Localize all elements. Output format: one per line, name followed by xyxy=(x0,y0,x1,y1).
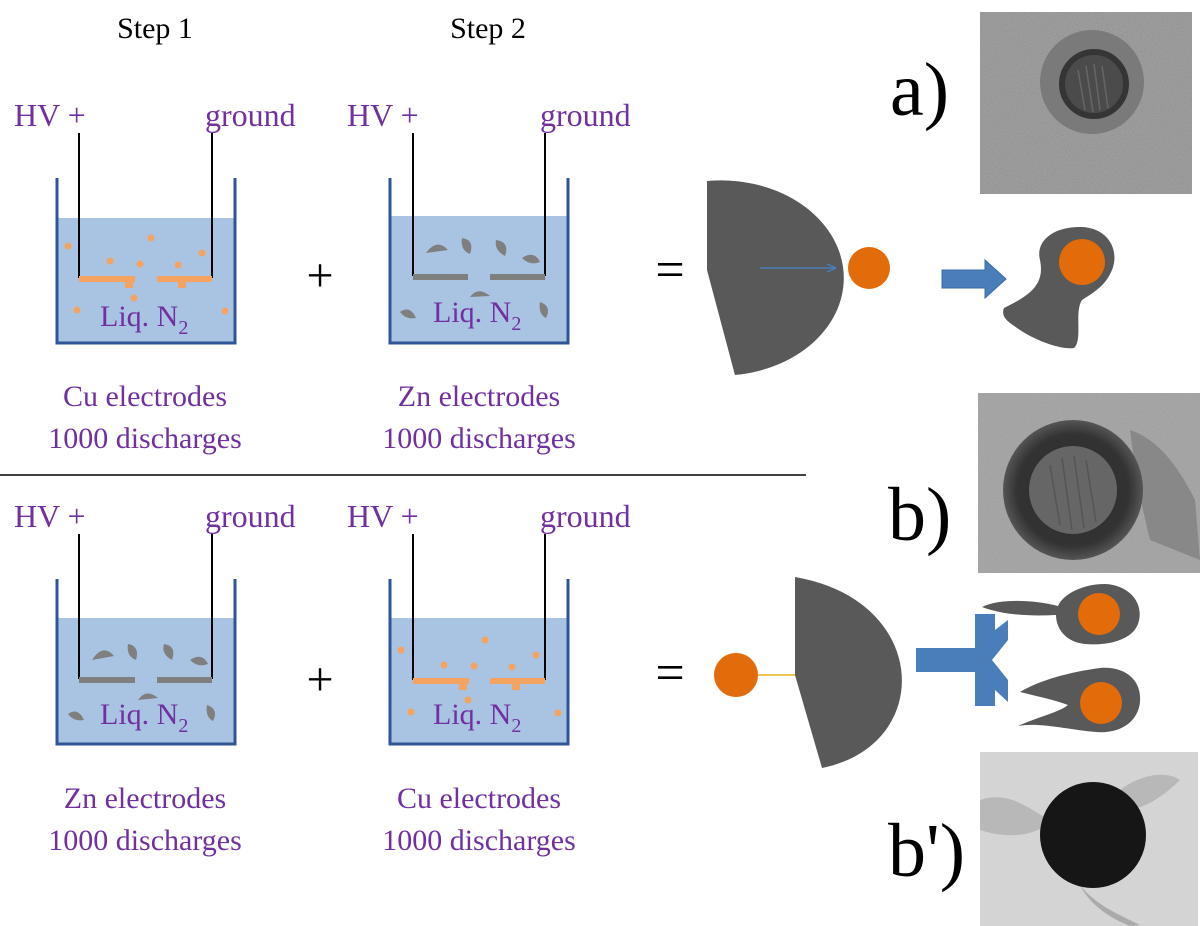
zn-half-disk xyxy=(795,577,902,768)
impact-arrow-head xyxy=(826,263,837,273)
zn-half-disk xyxy=(707,181,795,375)
row2-step1-caption-line1: Zn electrodes xyxy=(64,782,226,815)
liquid-label: Liq. N2 xyxy=(433,698,521,737)
zn-flakes xyxy=(400,238,548,319)
row1-step1-beaker: HV + ground Liq. N2 xyxy=(14,97,296,345)
hv-label: HV + xyxy=(347,498,419,534)
cu-electrode-tip xyxy=(178,282,186,288)
liquid-label: Liq. N2 xyxy=(100,698,188,737)
step2-heading: Step 2 xyxy=(450,12,526,45)
beaker-wall xyxy=(55,579,237,746)
cu-electrode-right xyxy=(490,678,545,684)
panel-label-b: b) xyxy=(888,473,951,557)
cu-particle xyxy=(848,247,890,289)
ground-label: ground xyxy=(205,97,296,133)
beaker-wall xyxy=(55,178,237,345)
hv-label: HV + xyxy=(14,498,86,534)
cu-electrode-tip xyxy=(125,282,133,288)
zn-electrode-left xyxy=(79,677,135,683)
core-shell-particle-lower xyxy=(1018,667,1141,733)
cu-electrode-left xyxy=(79,276,135,282)
equals-sign: = xyxy=(655,645,684,702)
row2-step1-caption-line2: 1000 discharges xyxy=(48,824,242,857)
row1-step1-caption-line1: Cu electrodes xyxy=(63,380,227,413)
cu-electrode-tip xyxy=(512,684,520,690)
row2-step1-beaker: HV + ground Liq. N2 xyxy=(14,498,296,746)
plus-sign: + xyxy=(306,249,333,302)
row1-mechanism xyxy=(707,180,1115,375)
liquid-label: Liq. N2 xyxy=(100,300,188,339)
row1-step2-beaker: HV + ground Liq. N2 xyxy=(347,97,631,345)
panel-label-b-prime: b') xyxy=(888,809,965,893)
row2-step2-beaker: HV + ground Liq. N2 xyxy=(347,498,631,746)
cu-electrode-right xyxy=(157,276,212,282)
ground-label: ground xyxy=(205,498,296,534)
zn-electrode-right xyxy=(157,677,212,683)
cu-core xyxy=(1059,239,1105,285)
zn-electrode-left xyxy=(413,274,468,280)
cu-electrode-tip xyxy=(459,684,467,690)
tem-image-a xyxy=(980,12,1192,194)
row2-mechanism xyxy=(714,577,1141,768)
row2-step2-caption-line2: 1000 discharges xyxy=(382,824,576,857)
ground-label: ground xyxy=(540,97,631,133)
hv-label: HV + xyxy=(14,97,86,133)
beaker-wall xyxy=(388,178,570,345)
block-arrow xyxy=(941,258,1007,300)
step1-heading: Step 1 xyxy=(117,12,193,45)
cu-electrode-left xyxy=(413,678,469,684)
equals-sign: = xyxy=(655,242,684,299)
row2-step2-caption-line1: Cu electrodes xyxy=(397,782,561,815)
zn-flakes xyxy=(68,644,215,721)
cu-particles xyxy=(64,234,229,315)
cu-particles xyxy=(397,636,562,717)
ground-label: ground xyxy=(540,498,631,534)
panel-label-a: a) xyxy=(890,48,949,132)
tem-image-b-prime xyxy=(980,752,1198,926)
split-arrow xyxy=(916,614,1008,706)
row1-step1-caption-line2: 1000 discharges xyxy=(48,422,242,455)
cu-core xyxy=(1080,682,1122,724)
cu-core xyxy=(1078,593,1120,635)
tem-image-b xyxy=(978,393,1200,573)
hv-label: HV + xyxy=(347,97,419,133)
beaker-wall xyxy=(388,579,570,746)
row1-step2-caption-line2: 1000 discharges xyxy=(382,422,576,455)
liquid-label: Liq. N2 xyxy=(433,296,521,335)
cu-particle xyxy=(714,653,758,697)
core-shell-particle xyxy=(1003,226,1115,349)
zn-electrode-right xyxy=(490,274,545,280)
row1-step2-caption-line1: Zn electrodes xyxy=(398,380,560,413)
plus-sign: + xyxy=(306,653,333,706)
